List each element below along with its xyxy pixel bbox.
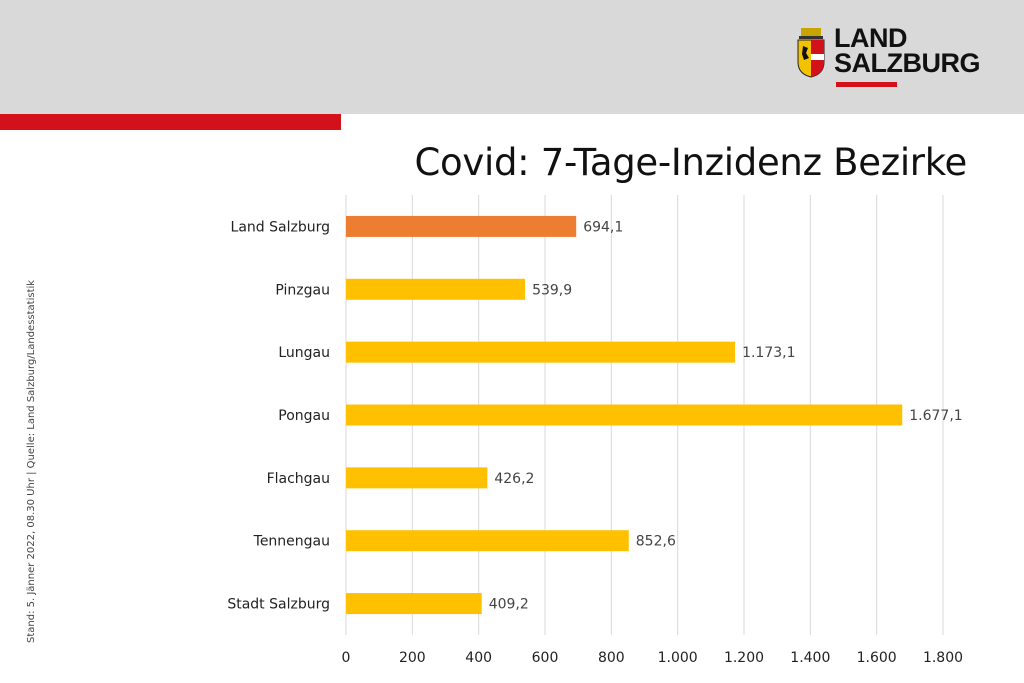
x-tick-label: 1.400 bbox=[790, 650, 830, 666]
logo-wordmark: LAND SALZBURG bbox=[834, 23, 981, 78]
logo-underline bbox=[836, 82, 897, 87]
data-label: 852,6 bbox=[636, 534, 676, 550]
data-label: 1.173,1 bbox=[742, 345, 795, 361]
land-salzburg-logo: LAND SALZBURG bbox=[795, 25, 981, 90]
bar bbox=[346, 215, 577, 237]
bar-chart: Land Salzburg 694,1 Pinzgau 539,9 Lungau 1.17… bbox=[227, 195, 964, 666]
data-label: 694,1 bbox=[583, 219, 623, 235]
data-label: 539,9 bbox=[532, 282, 572, 298]
bar bbox=[346, 467, 488, 489]
labels: Land Salzburg 694,1 Pinzgau 539,9 Lungau 1.17… bbox=[227, 219, 962, 612]
bar bbox=[346, 530, 629, 552]
data-label: 409,2 bbox=[489, 597, 529, 613]
category-label: Flachgau bbox=[267, 471, 330, 487]
bar bbox=[346, 341, 736, 363]
logo-line-2: SALZBURG bbox=[834, 48, 981, 78]
coat-of-arms-icon bbox=[797, 28, 825, 78]
x-tick-label: 1.200 bbox=[724, 650, 764, 666]
x-tick-label: 0 bbox=[342, 650, 351, 666]
bars bbox=[346, 215, 903, 615]
x-tick-label: 1.600 bbox=[857, 650, 897, 666]
data-label: 426,2 bbox=[494, 471, 534, 487]
category-label: Pinzgau bbox=[275, 282, 330, 298]
chart-title: Covid: 7-Tage-Inzidenz Bezirke bbox=[414, 141, 968, 184]
bar bbox=[346, 593, 482, 615]
header-band bbox=[0, 0, 1024, 114]
x-tick-label: 600 bbox=[532, 650, 559, 666]
category-label: Lungau bbox=[278, 345, 330, 361]
bar bbox=[346, 278, 526, 300]
bar bbox=[346, 404, 903, 426]
x-tick-label: 200 bbox=[399, 650, 426, 666]
red-accent-strip bbox=[0, 114, 341, 130]
category-label: Stadt Salzburg bbox=[227, 597, 330, 613]
category-label: Tennengau bbox=[253, 534, 330, 550]
category-label: Pongau bbox=[278, 408, 330, 424]
x-tick-label: 1.800 bbox=[923, 650, 963, 666]
x-axis-ticks: 0 200 400 600 800 1.000 1.200 1.400 1.600 1.800 bbox=[342, 650, 964, 666]
x-tick-label: 1.000 bbox=[658, 650, 698, 666]
logo-line-1: LAND bbox=[834, 23, 908, 53]
x-tick-label: 800 bbox=[598, 650, 625, 666]
category-label: Land Salzburg bbox=[231, 219, 330, 235]
x-tick-label: 400 bbox=[465, 650, 492, 666]
data-label: 1.677,1 bbox=[909, 408, 962, 424]
